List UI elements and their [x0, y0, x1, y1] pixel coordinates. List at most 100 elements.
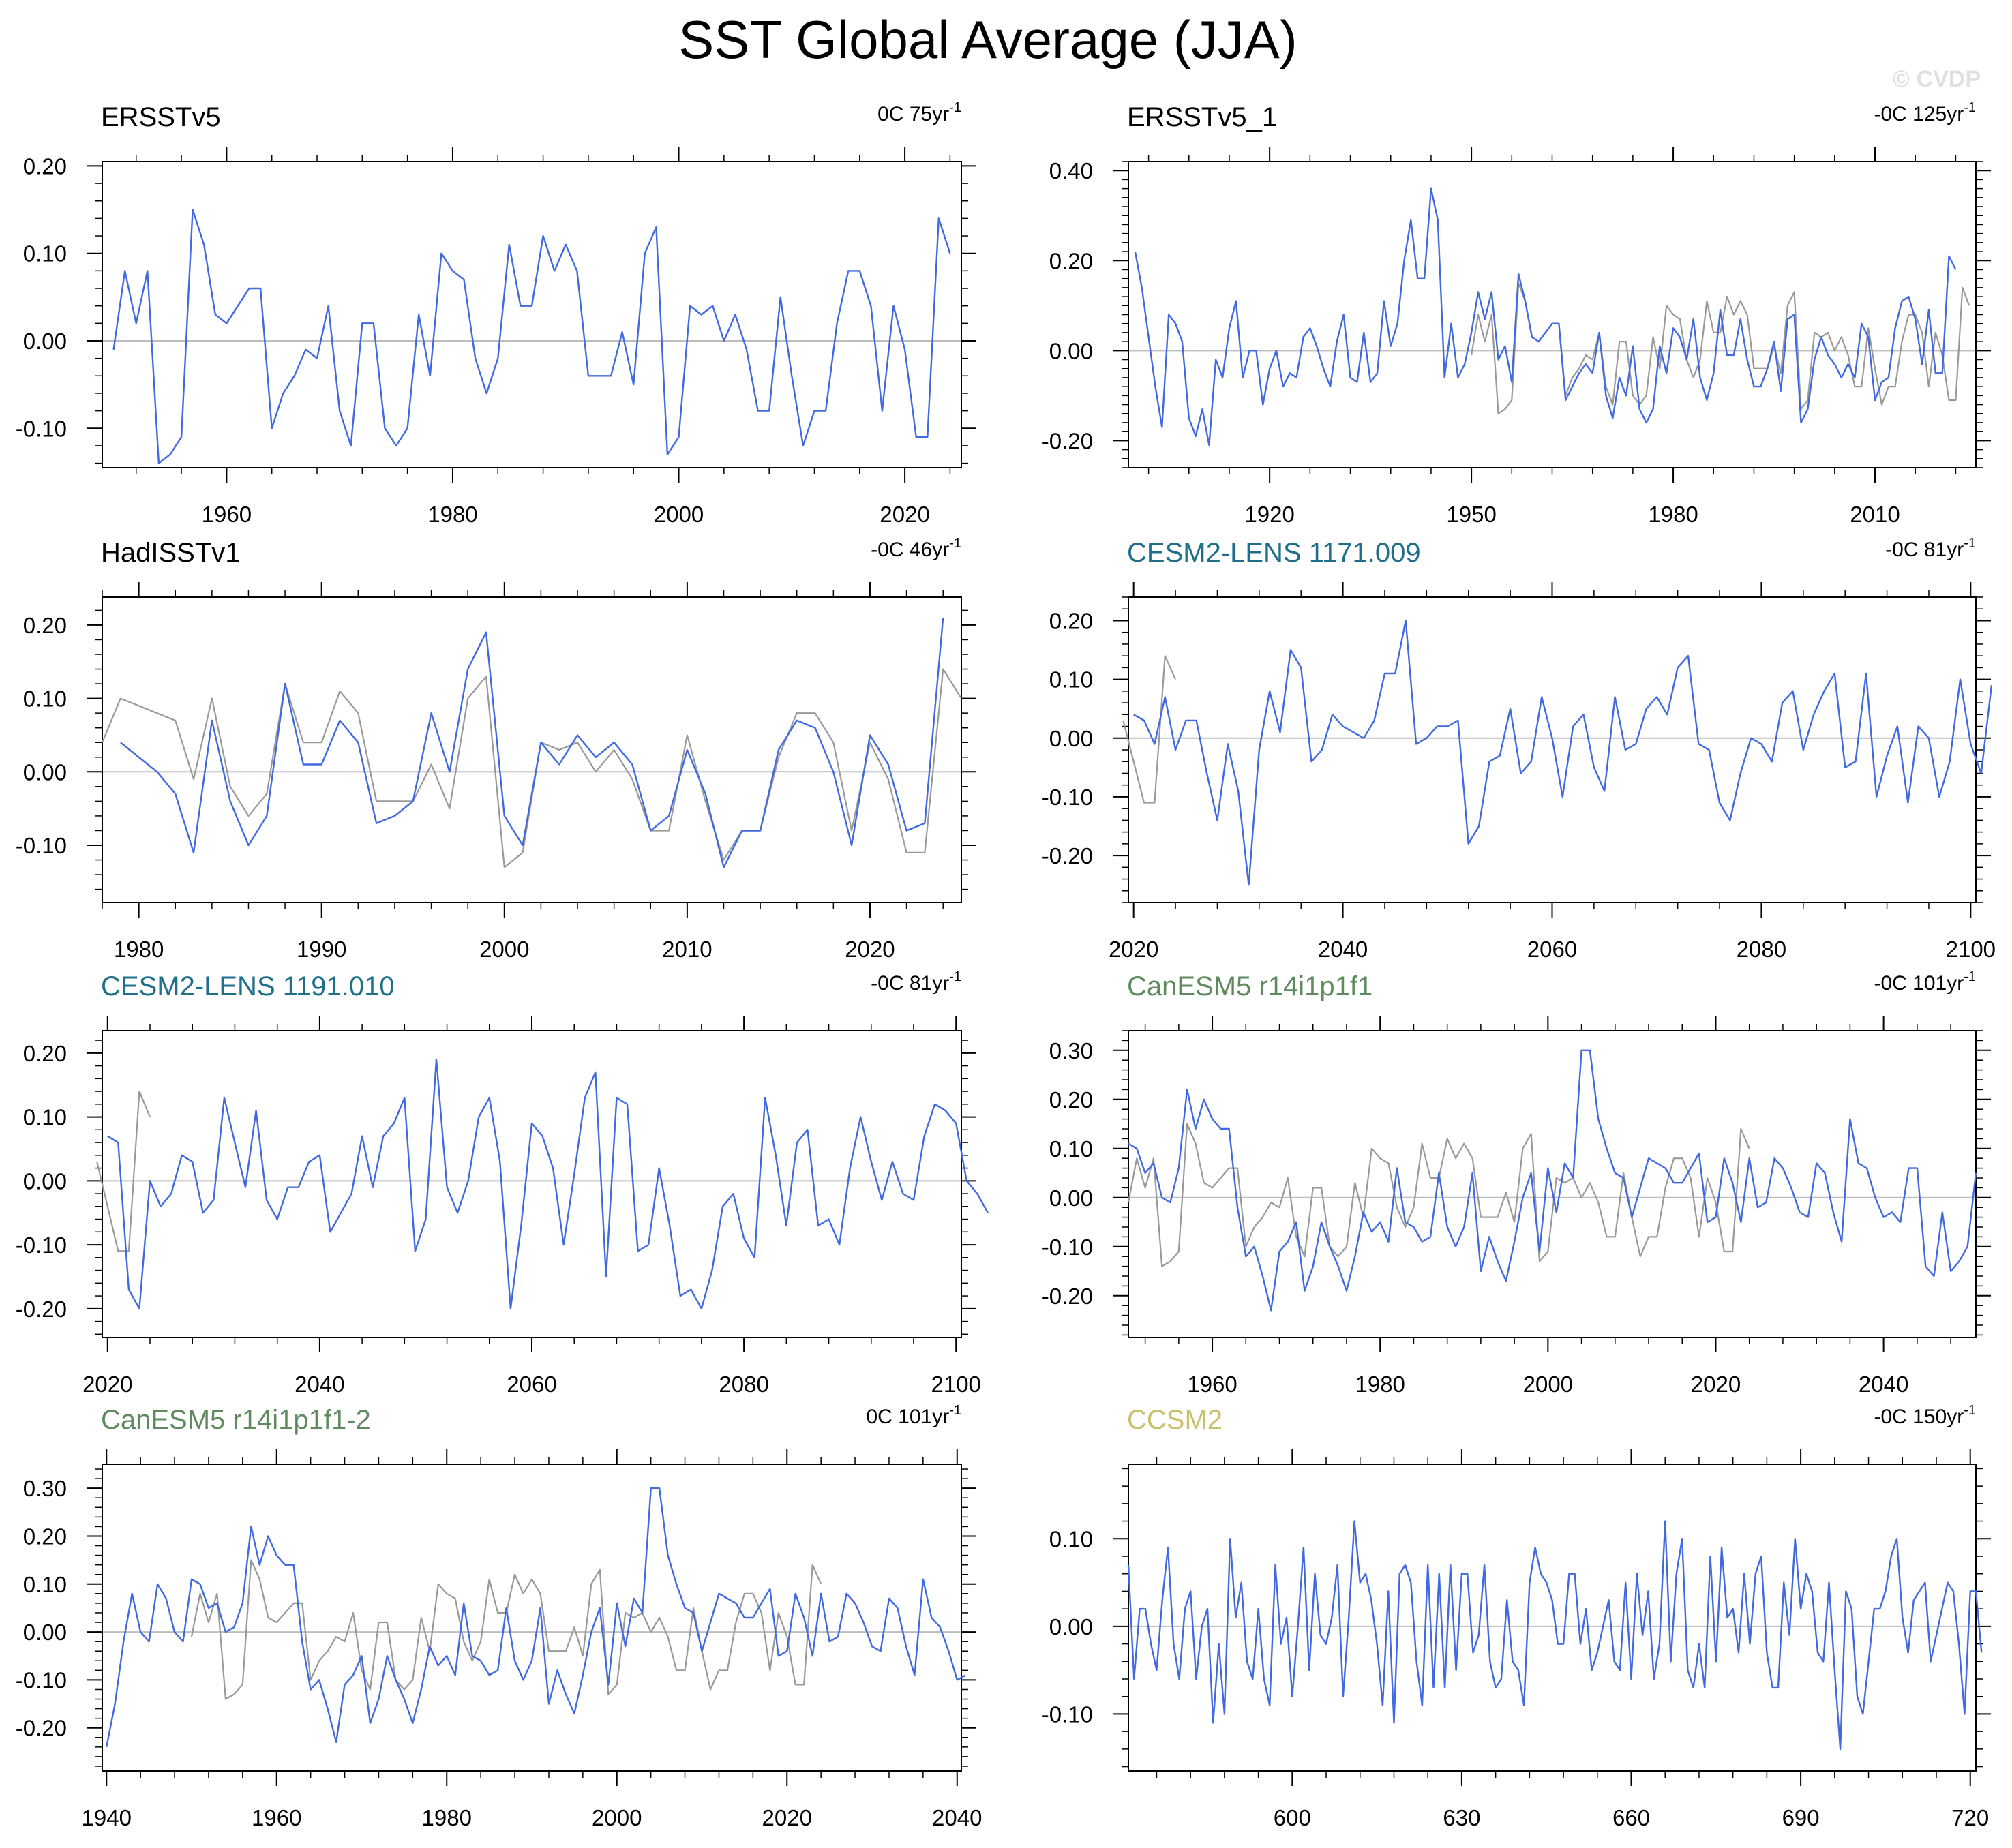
y-tick-label: -0.10: [16, 1667, 67, 1693]
x-tick-label: 1960: [1187, 1372, 1237, 1397]
y-tick-label: 0.10: [1049, 1136, 1093, 1162]
y-tick-label: -0.10: [1042, 785, 1093, 810]
panel-title: CanESM5 r14i1p1f1: [1127, 971, 1372, 1001]
panel-title: CESM2-LENS 1171.009: [1127, 538, 1421, 568]
y-tick-label: 0.00: [23, 1168, 67, 1194]
y-tick-label: 0.20: [1049, 248, 1093, 273]
x-tick-label: 660: [1612, 1805, 1650, 1830]
y-tick-label: 0.00: [1049, 1614, 1093, 1639]
chart-panel: 0.20 0.10 0.00 -0.10 -0.20 2020 2040 2060 2080 21…: [1042, 536, 1996, 962]
x-tick-label: 2020: [845, 937, 895, 962]
x-tick-label: 2010: [662, 937, 712, 962]
obs-series-line: [1122, 655, 1177, 804]
x-tick-label: 2020: [1109, 937, 1158, 962]
page-title: SST Global Average (JJA): [678, 10, 1297, 70]
y-tick-label: 0.00: [1049, 726, 1093, 751]
model-series-line: [1133, 620, 1993, 886]
model-series-line: [106, 1487, 966, 1748]
chart-panel: 0.30 0.20 0.10 0.00 -0.10 -0.20 1940 1960 1980 20…: [16, 1403, 982, 1830]
chart-panel: 0.30 0.20 0.10 0.00 -0.10 -0.20 1960 1980 2000 20…: [1042, 969, 1991, 1397]
chart-panel: 0.20 0.10 0.00 -0.10 1980 1990 2000 2010 2020 Had…: [16, 536, 976, 962]
y-tick-label: 0.20: [1049, 608, 1093, 633]
y-tick-label: -0.10: [16, 416, 67, 441]
x-tick-label: 1980: [1648, 502, 1698, 527]
x-tick-label: 1980: [422, 1805, 472, 1830]
y-tick-label: 0.30: [1049, 1038, 1093, 1063]
x-tick-label: 1990: [297, 937, 346, 962]
y-tick-label: -0.20: [16, 1297, 67, 1322]
panels: 0.20 0.10 0.00 -0.10 1960 1980 2000 2020 ERSSTv5…: [16, 100, 1996, 1830]
y-tick-label: 0.00: [1049, 1185, 1093, 1211]
trend-label: -0C 101yr-1: [1874, 969, 1976, 995]
y-tick-label: -0.20: [1042, 843, 1093, 868]
y-tick-label: 0.10: [23, 1572, 67, 1597]
x-tick-label: 2040: [1859, 1372, 1908, 1397]
x-tick-label: 2000: [1523, 1372, 1573, 1397]
x-tick-label: 2080: [719, 1372, 768, 1397]
chart-panel: 0.10 0.00 -0.10 600 630 660 690 720 CCSM2 -0C 150…: [1042, 1403, 1991, 1830]
x-tick-label: 2100: [931, 1372, 981, 1397]
y-tick-label: 0.00: [23, 1620, 67, 1645]
x-tick-label: 2000: [592, 1805, 642, 1830]
y-tick-label: -0.20: [16, 1716, 67, 1741]
y-tick-label: 0.20: [1049, 1087, 1093, 1112]
x-tick-label: 1980: [1355, 1372, 1405, 1397]
x-tick-label: 1950: [1446, 502, 1496, 527]
y-tick-label: 0.10: [1049, 1526, 1093, 1551]
model-series-line: [112, 209, 951, 464]
plot-frame: [102, 161, 962, 468]
plot-frame: [102, 1464, 962, 1772]
x-tick-label: 2060: [507, 1372, 556, 1397]
model-series-line: [120, 618, 944, 868]
x-tick-label: 2020: [1691, 1372, 1741, 1397]
y-tick-label: -0.10: [16, 833, 67, 858]
panel-title: CCSM2: [1127, 1405, 1222, 1435]
x-tick-label: 2000: [479, 937, 529, 962]
x-tick-label: 690: [1782, 1805, 1820, 1830]
x-tick-label: 2040: [1318, 937, 1368, 962]
y-tick-label: 0.20: [23, 153, 67, 179]
y-tick-label: 0.40: [1049, 158, 1093, 183]
y-tick-label: -0.20: [1042, 428, 1093, 453]
trend-label: -0C 125yr-1: [1874, 100, 1976, 125]
y-tick-label: -0.10: [16, 1232, 67, 1258]
model-series-line: [107, 1058, 989, 1310]
x-tick-label: 2010: [1850, 502, 1900, 527]
y-tick-label: -0.10: [1042, 1701, 1093, 1727]
y-tick-label: 0.10: [23, 241, 67, 267]
x-tick-label: 630: [1443, 1805, 1480, 1830]
obs-series-line: [190, 1559, 822, 1700]
plot-frame: [102, 1030, 962, 1338]
panel-title: CESM2-LENS 1191.010: [101, 971, 395, 1001]
x-tick-label: 2080: [1737, 937, 1786, 962]
panel-title: ERSSTv5: [101, 102, 221, 132]
obs-series-line: [1471, 282, 1970, 414]
x-tick-label: 2060: [1527, 937, 1577, 962]
x-tick-label: 600: [1274, 1805, 1311, 1830]
x-tick-label: 1940: [82, 1805, 132, 1830]
x-tick-label: 2020: [82, 1372, 132, 1397]
y-tick-label: 0.20: [23, 613, 67, 638]
trend-label: -0C 81yr-1: [871, 969, 961, 995]
trend-label: -0C 150yr-1: [1874, 1403, 1976, 1428]
x-tick-label: 1980: [427, 502, 477, 527]
y-tick-label: 0.00: [23, 329, 67, 354]
plot-frame: [1128, 596, 1977, 903]
x-tick-label: 2000: [654, 502, 704, 527]
chart-panel: 0.20 0.10 0.00 -0.10 -0.20 2020 2040 2060 2080 21…: [16, 969, 989, 1397]
plot-frame: [1128, 161, 1977, 468]
chart-panel: 0.20 0.10 0.00 -0.10 1960 1980 2000 2020 ERSSTv5…: [16, 100, 976, 527]
y-tick-label: 0.00: [1049, 338, 1093, 363]
x-tick-label: 1980: [114, 937, 164, 962]
obs-series-line: [96, 1090, 151, 1252]
panel-title: HadISSTv1: [101, 538, 241, 568]
y-tick-label: 0.20: [23, 1041, 67, 1066]
x-tick-label: 2020: [880, 502, 929, 527]
y-tick-label: 0.10: [1049, 667, 1093, 693]
watermark: © CVDP: [1893, 66, 1981, 92]
chart-panel: 0.40 0.20 0.00 -0.20 1920 1950 1980 2010 ERSSTv5…: [1042, 100, 1991, 527]
y-tick-label: 0.30: [23, 1476, 67, 1501]
trend-label: 0C 101yr-1: [866, 1403, 961, 1428]
trend-label: 0C 75yr-1: [877, 100, 961, 125]
